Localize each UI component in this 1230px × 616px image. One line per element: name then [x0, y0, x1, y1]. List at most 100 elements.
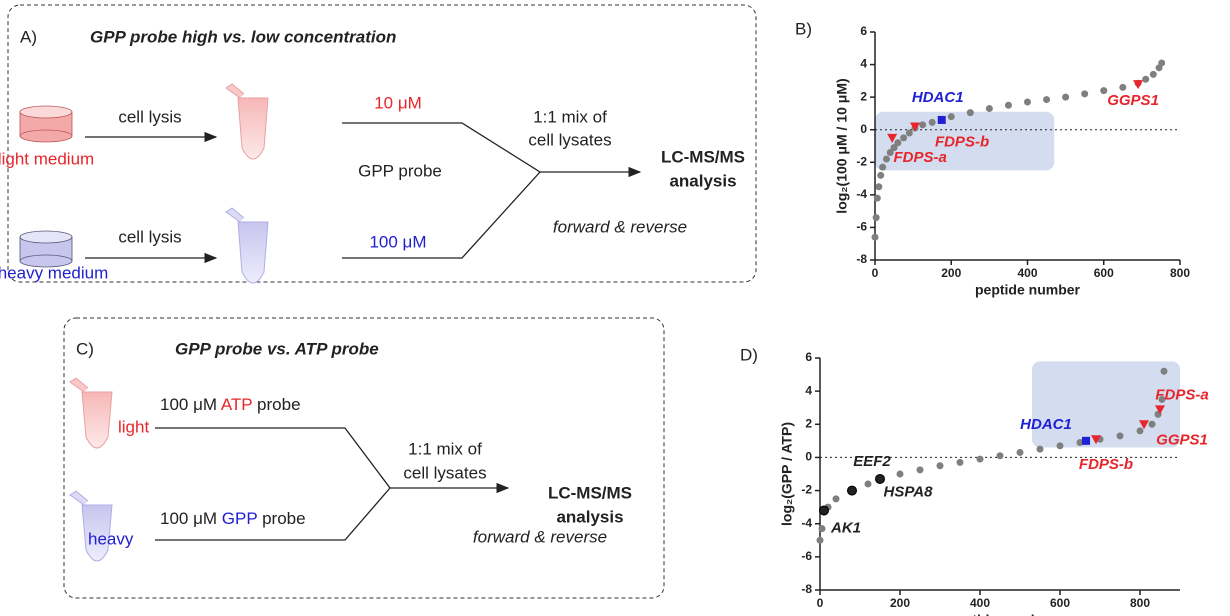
- data-point: [900, 134, 908, 142]
- data-point: [879, 163, 887, 171]
- x-tick-label: 800: [1170, 266, 1190, 280]
- data-point: [1119, 83, 1127, 91]
- y-tick-label: 0: [805, 450, 812, 464]
- dish-heavy: [19, 230, 73, 268]
- probe-text: probe: [257, 509, 305, 528]
- highlight-marker: [887, 133, 898, 143]
- y-tick-label: 2: [805, 416, 812, 430]
- highlight-label: AK1: [830, 519, 861, 536]
- y-tick-label: 4: [860, 57, 867, 71]
- data-point: [871, 233, 879, 241]
- y-tick-label: 6: [860, 24, 867, 38]
- data-point: [1116, 432, 1124, 440]
- highlight-marker: [1091, 435, 1101, 445]
- tube-cap: [225, 83, 245, 99]
- data-point: [1158, 59, 1166, 67]
- x-tick-label: 600: [1094, 266, 1114, 280]
- mode-label: forward & reverse: [473, 527, 607, 546]
- x-axis-label: peptide number: [947, 612, 1053, 616]
- data-point: [882, 155, 890, 163]
- data-point: [956, 458, 964, 466]
- data-point: [873, 194, 881, 202]
- probe-text: probe: [252, 395, 300, 414]
- highlight-label: FDPS-b: [935, 133, 989, 150]
- panel-frame: [7, 4, 757, 283]
- panel-c: C) GPP probe vs. ATP probe light heavy 1…: [63, 317, 665, 599]
- y-tick-label: -4: [801, 516, 812, 530]
- probe-label: GPP probe: [358, 161, 442, 180]
- data-point: [1043, 96, 1051, 104]
- data-point: [1004, 101, 1012, 109]
- data-point: [832, 495, 840, 503]
- highlight-marker: [819, 505, 829, 516]
- highlight-marker: [910, 122, 921, 132]
- step-label: cell lysis: [118, 107, 181, 126]
- data-point: [1158, 395, 1166, 403]
- tube-cap: [225, 207, 245, 223]
- light-label: light: [118, 417, 149, 436]
- data-point: [996, 452, 1004, 460]
- tube-cap: [69, 490, 89, 506]
- probe-name: ATP: [221, 395, 253, 414]
- highlight-label: GGPS1: [1107, 92, 1159, 109]
- tube-light: [81, 391, 113, 449]
- probe-text: 100 μM: [160, 395, 221, 414]
- x-tick-label: 400: [970, 596, 990, 610]
- data-point: [928, 118, 936, 126]
- data-point: [1081, 90, 1089, 98]
- y-tick-label: 0: [860, 122, 867, 136]
- highlight-label: HDAC1: [912, 89, 964, 106]
- panel-label: B): [795, 19, 812, 38]
- data-point: [875, 183, 883, 191]
- highlight-label: FDPS-a: [1155, 386, 1208, 403]
- analysis-label: LC-MS/MS: [661, 147, 745, 166]
- data-point: [1160, 367, 1168, 375]
- mix-label: 1:1 mix of: [533, 107, 607, 126]
- y-tick-label: -6: [801, 549, 812, 563]
- data-point: [905, 129, 913, 137]
- highlight-marker: [847, 485, 857, 496]
- highlight-label: FDPS-a: [893, 149, 946, 166]
- data-point: [1142, 75, 1150, 83]
- probe-bottom: 100 μM GPP probe: [160, 509, 306, 528]
- panel-label: D): [740, 345, 758, 364]
- y-axis-label: log₂(GPP / ATP): [779, 422, 795, 526]
- highlight-label: EEF2: [853, 453, 891, 470]
- data-point: [864, 480, 872, 488]
- tube-heavy: [237, 221, 269, 284]
- data-point: [1076, 439, 1084, 447]
- panel-a: A) GPP probe high vs. low concentration …: [0, 4, 757, 284]
- data-point: [1149, 70, 1157, 78]
- data-point: [1062, 93, 1070, 101]
- mix-label: 1:1 mix of: [408, 439, 482, 458]
- analysis-label: analysis: [556, 507, 623, 526]
- probe-top: 100 μM ATP probe: [160, 395, 301, 414]
- tube-light: [237, 97, 269, 160]
- y-tick-label: -8: [856, 252, 867, 266]
- dish-light: [19, 105, 73, 143]
- heavy-label: heavy: [88, 529, 134, 548]
- highlight-label: FDPS-b: [1079, 456, 1133, 473]
- data-point: [896, 470, 904, 478]
- data-point: [985, 105, 993, 113]
- highlight-marker: [937, 115, 946, 124]
- data-point: [894, 139, 902, 147]
- data-point: [816, 536, 824, 544]
- data-point: [1024, 98, 1031, 106]
- light-medium: light medium: [0, 149, 94, 168]
- data-point: [1036, 445, 1044, 453]
- highlight-label: HDAC1: [1020, 416, 1072, 433]
- data-point: [1136, 427, 1144, 435]
- highlight-marker: [1155, 405, 1165, 415]
- analysis-label: LC-MS/MS: [548, 483, 632, 502]
- data-point: [1148, 420, 1156, 428]
- y-axis-label: log₂(100 μM / 10 μM): [834, 78, 850, 213]
- data-point: [1056, 442, 1064, 450]
- y-tick-label: -2: [856, 154, 867, 168]
- highlight-marker: [1082, 436, 1090, 445]
- x-tick-label: 800: [1130, 596, 1150, 610]
- data-point: [947, 113, 955, 121]
- mix-label: cell lysates: [403, 463, 486, 482]
- highlight-marker: [875, 473, 885, 484]
- y-tick-label: 4: [805, 383, 812, 397]
